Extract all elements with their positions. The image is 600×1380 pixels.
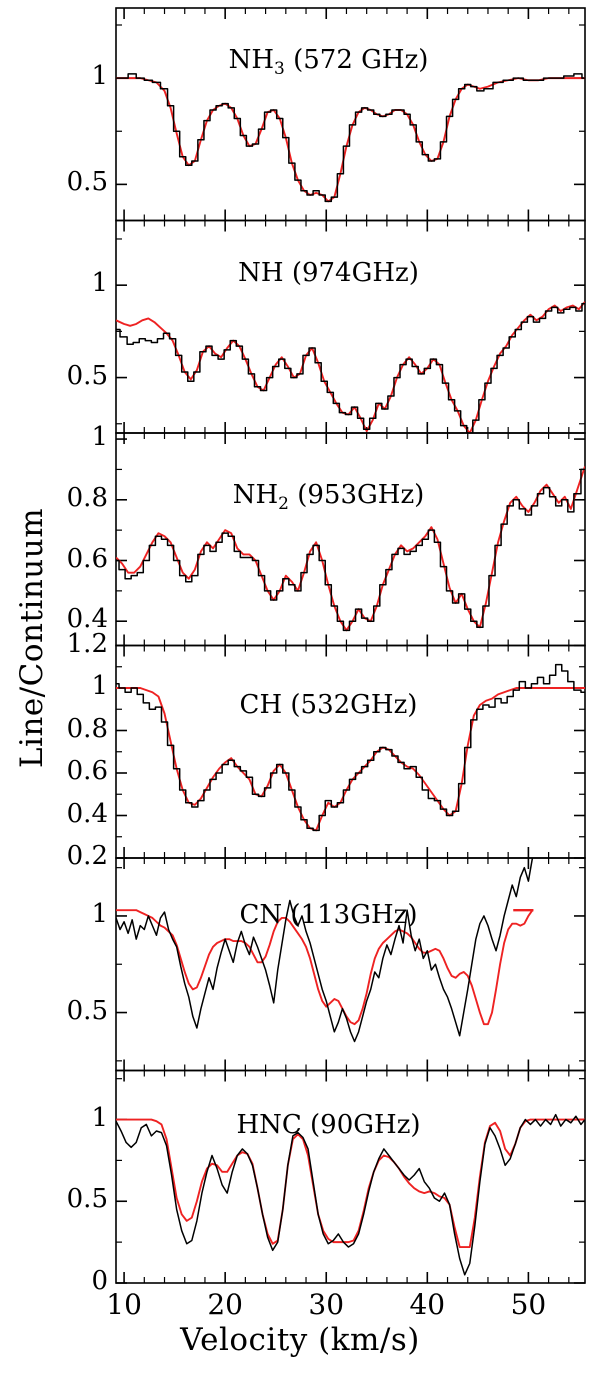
- observed-line-cn: [116, 858, 534, 1043]
- model-line-cn: [116, 909, 534, 1026]
- y-tick-label: 1: [91, 61, 108, 92]
- panel-title-nh2: NH2 (953GHz): [232, 480, 425, 515]
- panel-title-ch: CH (532GHz): [239, 690, 418, 720]
- x-axis-label: Velocity (km/s): [180, 1322, 420, 1358]
- x-tick-label: 40: [409, 1288, 446, 1321]
- observed-line-ch: [116, 663, 585, 832]
- panel-title-cn: CN (113GHz): [239, 900, 418, 930]
- y-tick-label: 0.5: [66, 995, 108, 1026]
- x-tick-label: 30: [308, 1288, 345, 1321]
- y-tick-label: 0.8: [66, 482, 108, 513]
- observed-line-hnc: [116, 1113, 585, 1276]
- panel-frame-ch: [115, 644, 586, 859]
- x-tick-label: 20: [207, 1288, 243, 1321]
- panel-frame-nh2: [115, 432, 586, 647]
- observed-line-nh: [116, 302, 585, 433]
- observed-line-nh3: [116, 73, 585, 203]
- panel-frame-nh3: [115, 7, 586, 222]
- y-tick-label: 0.5: [66, 167, 108, 198]
- y-tick-label: 0.5: [66, 1184, 108, 1215]
- y-tick-label: 0.2: [66, 841, 108, 871]
- model-line-nh: [116, 301, 585, 433]
- y-tick-label: 1: [91, 671, 108, 701]
- model-line-nh3: [116, 77, 585, 203]
- model-line-hnc: [116, 1118, 585, 1248]
- y-tick-label: 1: [91, 422, 108, 453]
- panel-title-nh3: NH3 (572 GHz): [228, 45, 429, 80]
- y-tick-label: 0: [91, 1266, 108, 1296]
- panel-frame-nh: [115, 219, 586, 434]
- y-tick-label: 1: [91, 1102, 108, 1133]
- y-tick-label: 1: [91, 898, 108, 929]
- observed-line-nh2: [116, 468, 585, 632]
- y-tick-label: 0.5: [66, 360, 108, 391]
- panel-title-nh: NH (974GHz): [238, 258, 419, 288]
- y-tick-label: 0.4: [66, 798, 108, 829]
- x-tick-label: 50: [510, 1288, 547, 1321]
- panel-title-hnc: HNC (90GHz): [236, 1110, 421, 1140]
- y-tick-label: 1.2: [66, 628, 108, 659]
- y-tick-label: 0.8: [66, 713, 108, 744]
- y-tick-label: 0.6: [66, 756, 108, 786]
- y-tick-label: 1: [91, 268, 108, 299]
- panel-frame-hnc: [115, 1069, 586, 1284]
- y-tick-label: 0.6: [66, 543, 108, 574]
- y-tick-label: 0.4: [66, 604, 108, 635]
- x-tick-label: 10: [106, 1288, 142, 1321]
